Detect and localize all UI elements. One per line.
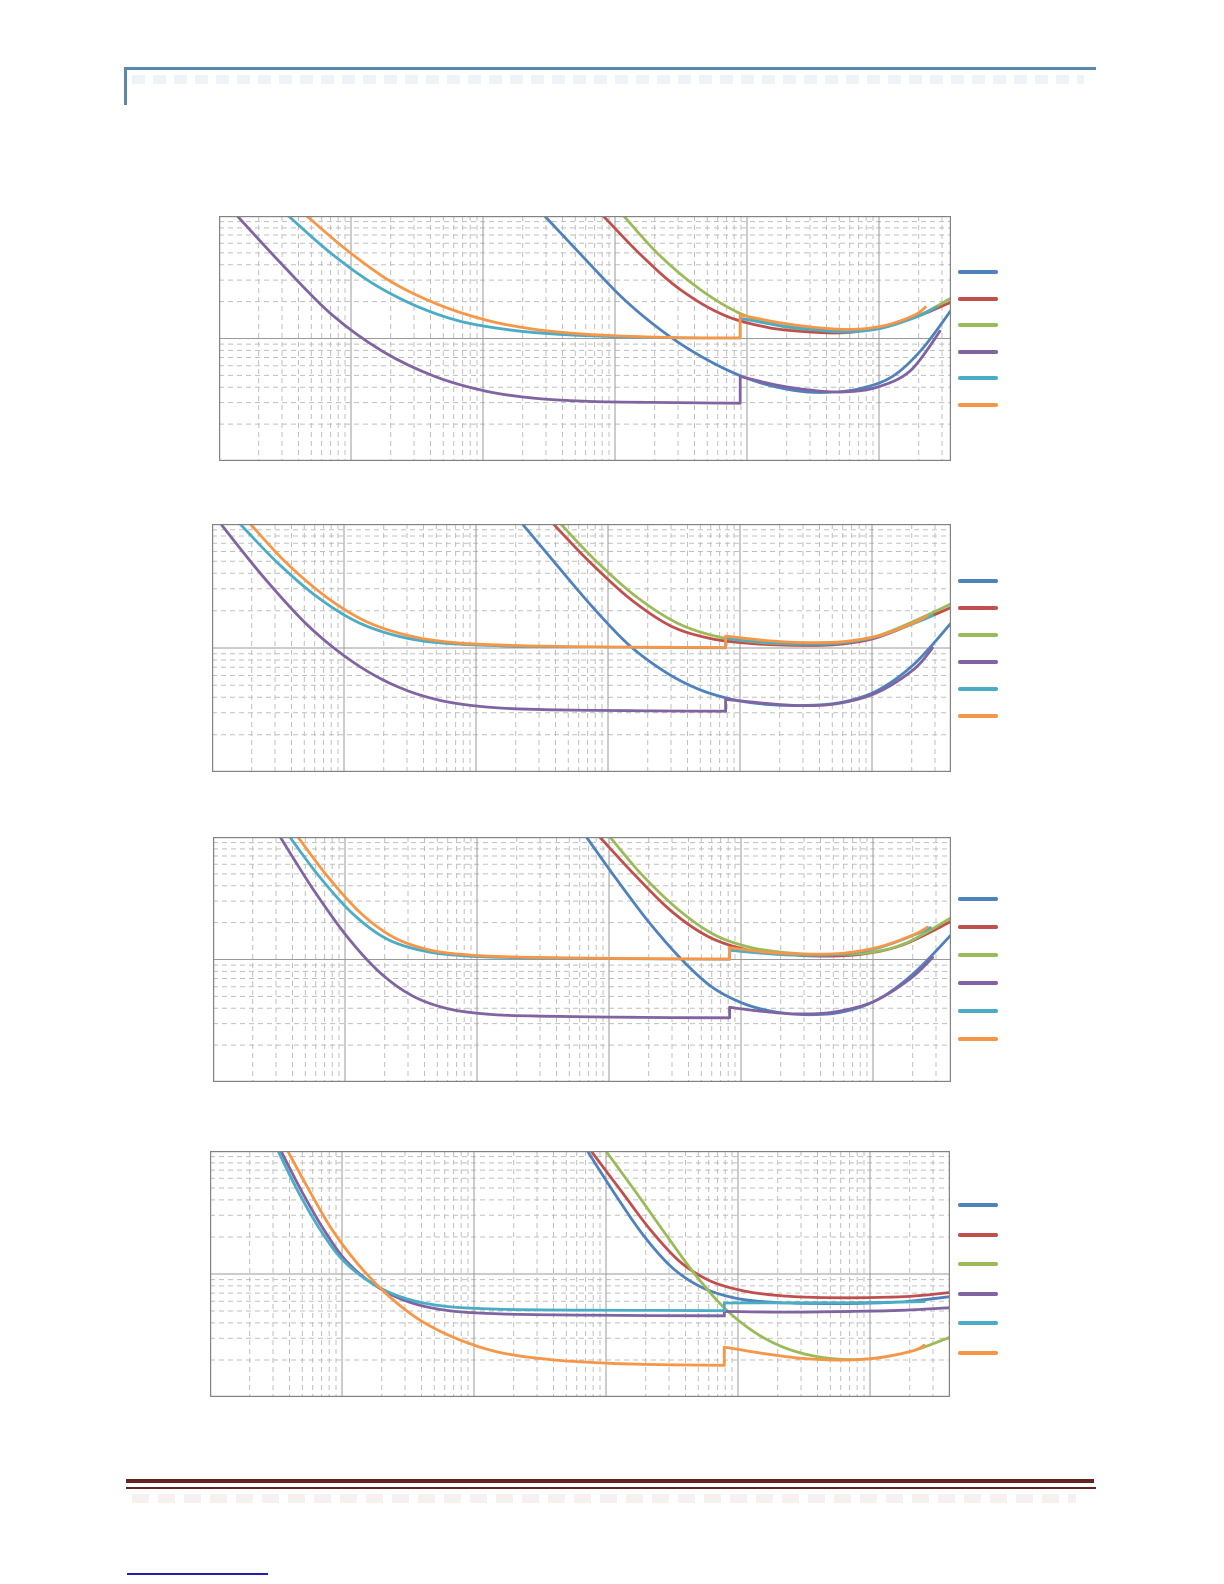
gridlines (213, 837, 951, 1082)
legend-swatch-series-green (958, 633, 998, 637)
series-orange (249, 524, 929, 649)
legend-swatch-series-teal (958, 376, 998, 380)
series-orange (296, 837, 929, 961)
plot-border (210, 1151, 950, 1397)
series-red (601, 216, 951, 335)
series-red (589, 1151, 950, 1300)
legend-swatch-series-green (958, 323, 998, 327)
plot-border (212, 524, 951, 772)
series-blue (586, 1151, 950, 1306)
series-curves (278, 837, 951, 1020)
legend-swatch-series-orange (958, 714, 998, 718)
series-curves (219, 524, 951, 713)
chart-2-legend (958, 579, 998, 741)
chart-3 (213, 837, 998, 1082)
legend-swatch-series-blue (958, 579, 998, 583)
legend-swatch-series-green (958, 953, 998, 957)
chart-3-plot-area (213, 837, 951, 1082)
plot-border (213, 837, 951, 1082)
plot-border (219, 216, 951, 461)
legend-swatch-series-red (958, 925, 998, 929)
series-teal (276, 1151, 926, 1313)
series-purple (219, 524, 934, 713)
series-teal (288, 837, 932, 961)
legend-swatch-series-orange (958, 402, 998, 407)
chart-3-legend (958, 897, 998, 1065)
footer-rule-thick (126, 1479, 1094, 1483)
footer-rule-thin (126, 1487, 1096, 1489)
chart-2-plot-area (212, 524, 951, 772)
header-rule-vertical (124, 67, 127, 105)
legend-swatch-series-red (958, 606, 998, 610)
legend-swatch-series-red (958, 1232, 998, 1237)
chart-4 (210, 1151, 998, 1397)
chart-1-plot-area (219, 216, 951, 461)
footnote-separator-rule (127, 1573, 268, 1575)
legend-swatch-series-teal (958, 1009, 998, 1013)
series-green (622, 216, 951, 333)
series-red (598, 837, 951, 958)
redacted-header-text (132, 75, 1084, 84)
series-green (559, 524, 951, 646)
redacted-footer-text (132, 1494, 1076, 1503)
chart-2 (212, 524, 998, 772)
legend-swatch-series-teal (958, 1321, 998, 1325)
series-blue (543, 216, 951, 394)
legend-swatch-series-blue (958, 1203, 998, 1207)
gridlines (212, 524, 951, 772)
series-orange (305, 216, 927, 340)
series-orange (286, 1151, 926, 1367)
legend-swatch-series-orange (958, 1037, 998, 1041)
series-purple (235, 216, 942, 405)
series-green (608, 837, 951, 956)
legend-swatch-series-orange (958, 1350, 998, 1355)
legend-swatch-series-blue (958, 897, 998, 901)
legend-swatch-series-purple (958, 981, 998, 985)
legend-swatch-series-teal (958, 687, 998, 691)
legend-swatch-series-purple (958, 660, 998, 664)
chart-4-plot-area (210, 1151, 950, 1397)
series-curves (276, 1151, 950, 1367)
series-purple (278, 837, 934, 1020)
chart-1 (219, 216, 998, 461)
chart-1-legend (958, 270, 998, 429)
header-rule-horizontal (124, 67, 1096, 70)
gridlines (219, 216, 951, 461)
series-purple (279, 1151, 950, 1318)
legend-swatch-series-purple (958, 1291, 998, 1296)
chart-4-legend (958, 1203, 998, 1380)
legend-swatch-series-red (958, 296, 998, 301)
legend-swatch-series-green (958, 1262, 998, 1266)
legend-swatch-series-purple (958, 349, 998, 354)
series-curves (235, 216, 951, 405)
legend-swatch-series-blue (958, 270, 998, 274)
